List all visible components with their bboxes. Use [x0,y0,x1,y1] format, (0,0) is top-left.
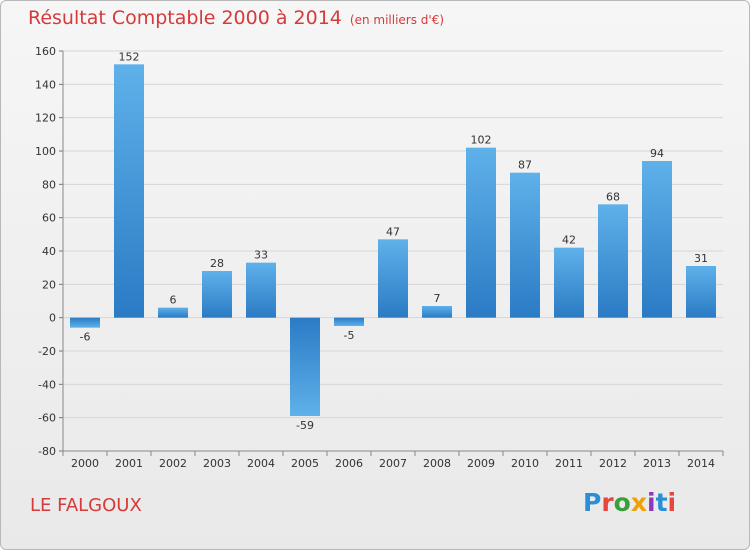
x-tick-label: 2000 [71,457,99,470]
bar-2009 [466,147,496,318]
value-label-2012: 68 [606,190,620,203]
y-tick-label: 60 [42,212,56,225]
chart-title-text: Résultat Comptable 2000 à 2014 [28,7,342,29]
value-label-2011: 42 [562,234,576,247]
chart-subtitle: (en milliers d'€) [349,13,445,27]
x-tick-label: 2003 [203,457,231,470]
y-tick-label: 120 [35,112,56,125]
x-tick-label: 2004 [247,457,275,470]
value-label-2010: 87 [518,159,532,172]
value-label-2007: 47 [386,225,400,238]
value-label-2008: 7 [434,292,441,305]
x-tick-label: 2008 [423,457,451,470]
x-tick-label: 2012 [599,457,627,470]
y-tick-label: -20 [38,345,56,358]
x-tick-label: 2011 [555,457,583,470]
x-tick-label: 2010 [511,457,539,470]
value-label-2014: 31 [694,252,708,265]
value-label-2002: 6 [170,294,177,307]
bar-2012 [598,204,628,318]
y-tick-label: 20 [42,278,56,291]
x-tick-label: 2002 [159,457,187,470]
x-tick-label: 2007 [379,457,407,470]
y-tick-label: 160 [35,45,56,58]
bar-2011 [554,247,584,318]
y-tick-label: -40 [38,378,56,391]
x-tick-label: 2005 [291,457,319,470]
value-label-2004: 33 [254,249,268,262]
y-tick-label: 140 [35,78,56,91]
x-tick-label: 2014 [687,457,715,470]
value-label-2006: -5 [344,329,355,342]
y-tick-label: 0 [49,312,56,325]
bar-2003 [202,271,232,318]
y-tick-label: 40 [42,245,56,258]
bar-2005 [290,317,320,416]
chart-title: Résultat Comptable 2000 à 2014 (en millie… [28,7,444,29]
y-tick-label: -60 [38,412,56,425]
bar-2008 [422,306,452,318]
x-tick-label: 2013 [643,457,671,470]
bar-2002 [158,307,188,318]
bar-2000 [70,317,100,328]
x-tick-label: 2006 [335,457,363,470]
value-label-2003: 28 [210,257,224,270]
value-label-2005: -59 [296,419,314,432]
x-tick-label: 2001 [115,457,143,470]
value-label-2001: 152 [119,50,140,63]
bar-layer [70,64,716,416]
bar-2007 [378,239,408,318]
bar-2004 [246,262,276,318]
value-label-2000: -6 [80,331,91,344]
bar-2013 [642,161,672,318]
proxiti-logo: Proxiti [583,488,677,517]
bar-2010 [510,172,540,318]
value-label-2013: 94 [650,147,664,160]
x-tick-label: 2009 [467,457,495,470]
value-label-2009: 102 [471,134,492,147]
bar-2006 [334,317,364,326]
y-tick-label: 80 [42,178,56,191]
bar-2014 [686,266,716,318]
y-tick-label: -80 [38,445,56,458]
commune-name: LE FALGOUX [30,495,142,516]
bar-2001 [114,64,144,318]
y-tick-label: 100 [35,145,56,158]
label-layer: 2000 -6 2001 152 2002 6 2003 28 2004 33 2005 -59 200… [71,50,715,470]
